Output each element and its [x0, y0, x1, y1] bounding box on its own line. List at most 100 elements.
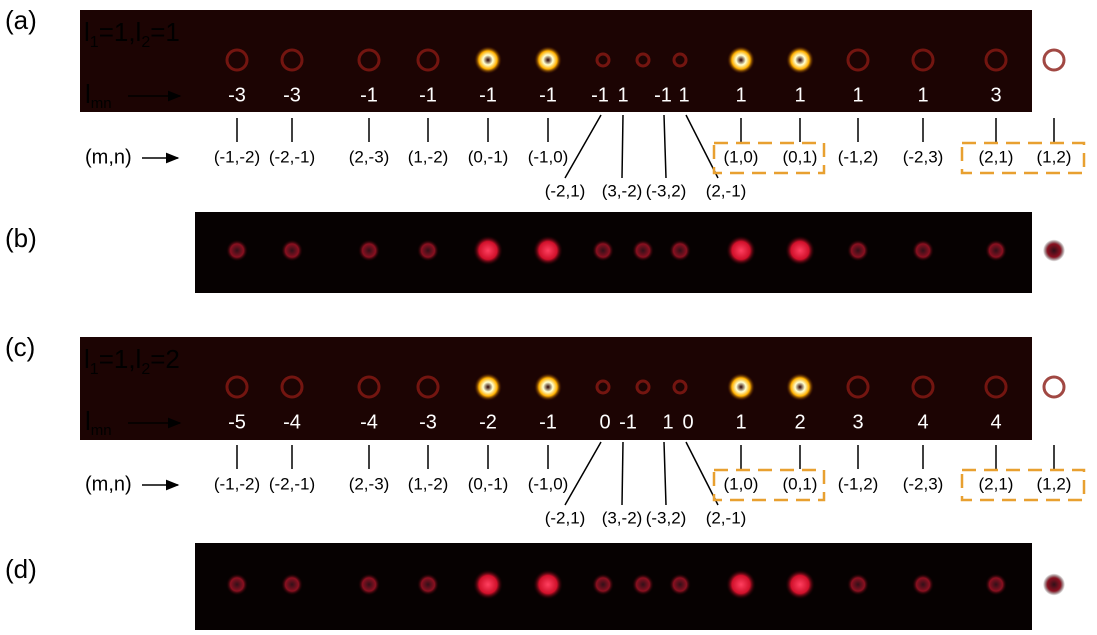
lmn-value: 1	[617, 84, 628, 106]
lmn-value: 1	[794, 84, 805, 106]
connector	[622, 115, 623, 178]
lmn-value: 5	[1048, 411, 1059, 433]
beam-spot	[912, 240, 934, 262]
mn-value: (-1,-2)	[214, 147, 260, 166]
lmn-value: -5	[228, 411, 246, 433]
title-part: =1	[150, 17, 180, 47]
beam-spot	[726, 570, 756, 600]
mn-value: (-1,2)	[838, 474, 879, 493]
mn-value: (-2,1)	[545, 508, 586, 527]
mn-value: (0,1)	[783, 474, 818, 493]
beam-spot	[473, 236, 503, 266]
mn-value: (1,2)	[1037, 474, 1072, 493]
beam-spot	[533, 236, 563, 266]
panel-label: (a)	[5, 5, 37, 35]
beam-spot	[534, 46, 562, 74]
beam-spot	[726, 236, 756, 266]
beam-spot	[786, 373, 814, 401]
mn-value: (0,-1)	[468, 474, 509, 493]
lmn-value: 1	[735, 411, 746, 433]
beam-spot	[632, 574, 654, 596]
figure: (a)l1=1,l2=1lmn-3-3-1-1-1-1-11-11111133(…	[0, 0, 1097, 635]
panel-label: (b)	[5, 223, 37, 253]
beam-spot	[534, 373, 562, 401]
lmn-value: -1	[479, 84, 497, 106]
mn-label: (m,n)	[85, 146, 132, 168]
beam-spot	[1043, 574, 1065, 596]
lmn-value: -4	[283, 411, 301, 433]
title-part: =1,l	[99, 17, 142, 47]
beam-spot	[912, 574, 934, 596]
lmn-value: 1	[735, 84, 746, 106]
beam-spot	[592, 574, 614, 596]
panel-label: (c)	[5, 332, 35, 362]
beam-spot	[669, 574, 691, 596]
beam-spot	[358, 240, 380, 262]
lmn-value: -4	[360, 411, 378, 433]
beam-spot	[985, 574, 1007, 596]
lmn-value: 1	[852, 84, 863, 106]
lmn-value: -1	[360, 84, 378, 106]
lmn-value: -2	[479, 411, 497, 433]
subscript: 2	[141, 361, 150, 378]
mn-value: (3,-2)	[602, 508, 643, 527]
beam-spot	[1044, 50, 1064, 70]
mn-label: (m,n)	[85, 473, 132, 495]
beam-spot	[226, 240, 248, 262]
beam-spot	[632, 240, 654, 262]
lmn-value: 1	[678, 84, 689, 106]
mn-value: (1,0)	[724, 474, 759, 493]
beam-spot	[474, 46, 502, 74]
beam-spot	[358, 574, 380, 596]
connector	[565, 442, 601, 505]
connector	[664, 442, 666, 505]
mn-value: (-2,-1)	[269, 474, 315, 493]
connector	[565, 115, 601, 178]
lmn-value: 2	[794, 411, 805, 433]
lmn-value: 3	[852, 411, 863, 433]
mn-value: (-2,3)	[903, 474, 944, 493]
connector	[622, 442, 623, 505]
mn-value: (-2,3)	[903, 147, 944, 166]
title-part: =1,l	[99, 344, 142, 374]
mn-value: (-1,0)	[528, 474, 569, 493]
mn-value: (-1,-2)	[214, 474, 260, 493]
beam-spot	[847, 574, 869, 596]
mn-value: (1,2)	[1037, 147, 1072, 166]
subscript: mn	[91, 95, 112, 112]
lmn-value: -1	[654, 84, 672, 106]
lmn-value: -1	[619, 411, 637, 433]
beam-spot	[786, 46, 814, 74]
lmn-value: -3	[283, 84, 301, 106]
mn-value: (2,1)	[979, 474, 1014, 493]
mn-value: (1,-2)	[408, 474, 449, 493]
connector	[664, 115, 666, 178]
lmn-value: -1	[539, 411, 557, 433]
subscript: mn	[91, 422, 112, 439]
mn-value: (1,-2)	[408, 147, 449, 166]
lmn-value: -1	[591, 84, 609, 106]
beam-spot	[669, 240, 691, 262]
mn-value: (-3,2)	[646, 508, 687, 527]
mn-value: (0,-1)	[468, 147, 509, 166]
mn-value: (3,-2)	[602, 181, 643, 200]
mn-value: (2,-1)	[706, 508, 747, 527]
lmn-value: -1	[419, 84, 437, 106]
beam-spot	[473, 570, 503, 600]
mn-value: (-2,-1)	[269, 147, 315, 166]
beam-spot	[417, 574, 439, 596]
subscript: 2	[141, 34, 150, 51]
lmn-value: 4	[917, 411, 928, 433]
beam-spot	[533, 570, 563, 600]
beam-spot	[226, 574, 248, 596]
beam-spot	[727, 373, 755, 401]
lmn-value: -3	[228, 84, 246, 106]
mn-value: (2,-3)	[349, 474, 390, 493]
lmn-value: -1	[539, 84, 557, 106]
beam-spot	[281, 574, 303, 596]
lmn-value: 4	[990, 411, 1001, 433]
lmn-value: 0	[682, 411, 693, 433]
beam-spot	[727, 46, 755, 74]
beam-spot	[785, 236, 815, 266]
mn-value: (-3,2)	[646, 181, 687, 200]
